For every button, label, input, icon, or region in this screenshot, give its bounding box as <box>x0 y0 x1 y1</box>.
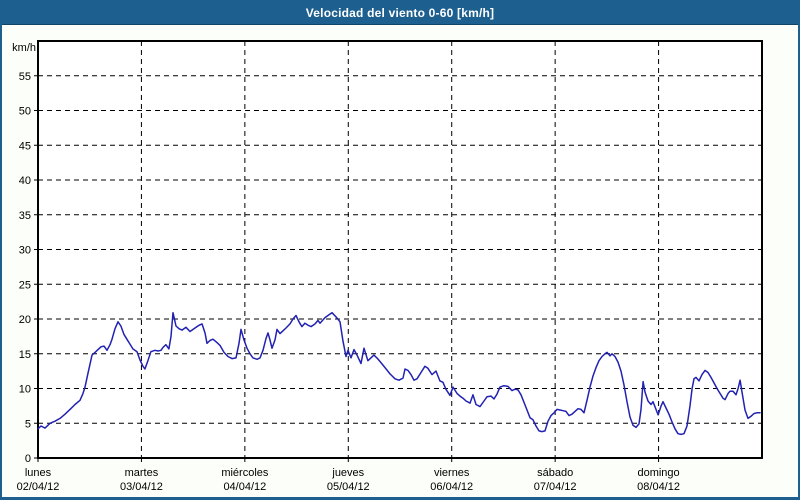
y-tick-label: 15 <box>19 349 31 361</box>
y-tick-label: 5 <box>25 418 31 430</box>
x-day-label: lunes <box>25 467 52 479</box>
y-tick-label: 40 <box>19 175 31 187</box>
y-tick-label: 10 <box>19 384 31 396</box>
y-tick-label: 45 <box>19 140 31 152</box>
window-title: Velocidad del viento 0-60 [km/h] <box>305 6 495 20</box>
wind-speed-chart: 0 5 10 15 20 25 30 35 40 45 50 55 lunes 02/04/12 marte… <box>12 40 763 493</box>
x-date-label: 04/04/12 <box>223 481 266 493</box>
x-day-label: jueves <box>331 467 364 479</box>
y-tick-label: 20 <box>19 314 31 326</box>
y-tick-label: 35 <box>19 210 31 222</box>
y-tick-label: 30 <box>19 245 31 257</box>
x-date-label: 06/04/12 <box>430 481 473 493</box>
y-tick-label: 55 <box>19 71 31 83</box>
y-tick-label: 50 <box>19 106 31 118</box>
chart-region: 0 5 10 15 20 25 30 35 40 45 50 55 lunes 02/04/12 marte… <box>2 25 798 497</box>
x-day-label: domingo <box>637 467 679 479</box>
x-date-label: 05/04/12 <box>327 481 370 493</box>
x-day-label: martes <box>125 467 159 479</box>
window-title-bar: Velocidad del viento 0-60 [km/h] <box>2 2 798 25</box>
y-tick-label: 25 <box>19 279 31 291</box>
x-date-label: 08/04/12 <box>637 481 680 493</box>
x-day-label: miércoles <box>221 467 269 479</box>
x-day-label: sábado <box>537 467 573 479</box>
x-date-label: 03/04/12 <box>120 481 163 493</box>
x-day-label: viernes <box>434 467 470 479</box>
x-date-label: 02/04/12 <box>17 481 60 493</box>
x-date-label: 07/04/12 <box>534 481 577 493</box>
y-tick-label: 0 <box>25 453 31 465</box>
y-axis-unit-label: km/h <box>12 42 36 54</box>
wind-speed-line <box>37 311 761 436</box>
plot-border <box>37 40 763 459</box>
